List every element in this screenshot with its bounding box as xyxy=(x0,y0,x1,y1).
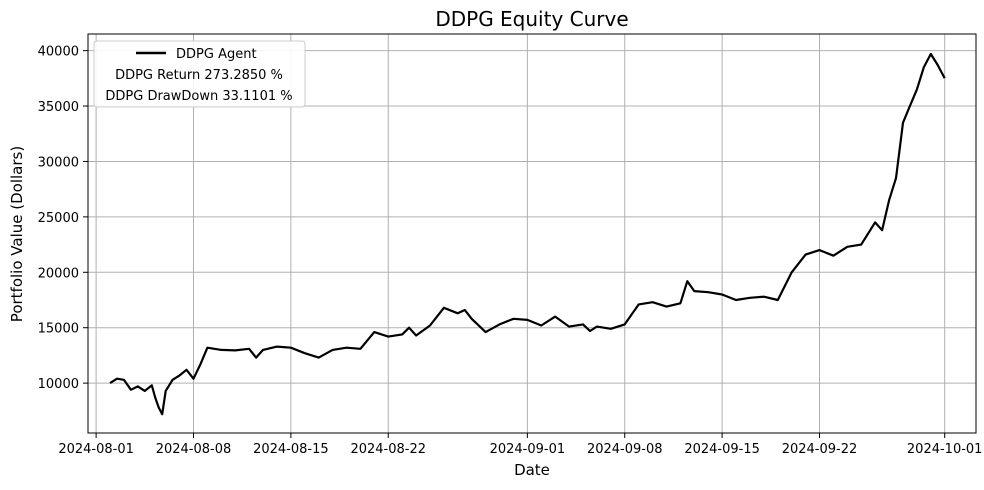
legend: DDPG Agent DDPG Return 273.2850 % DDPG D… xyxy=(93,40,306,108)
plot-frame xyxy=(87,33,977,434)
x-axis-title: Date xyxy=(514,461,550,479)
y-tick-label: 15000 xyxy=(38,322,79,337)
x-tick-label: 2024-08-22 xyxy=(350,442,426,457)
y-tick-label: 35000 xyxy=(38,100,79,115)
x-tick-label: 2024-09-08 xyxy=(587,442,663,457)
y-tick-label: 30000 xyxy=(38,155,79,170)
x-tick-label: 2024-09-22 xyxy=(782,442,858,457)
legend-note-drawdown: DDPG DrawDown 33.1101 % xyxy=(105,89,292,104)
legend-box xyxy=(93,40,306,108)
legend-label-ddpg-agent: DDPG Agent xyxy=(176,47,257,62)
y-tick-label: 20000 xyxy=(38,266,79,281)
y-axis-title: Portfolio Value (Dollars) xyxy=(8,146,26,322)
legend-note-return: DDPG Return 273.2850 % xyxy=(115,68,283,83)
y-tick-label: 25000 xyxy=(38,211,79,226)
x-tick-label: 2024-10-01 xyxy=(907,442,983,457)
series-line-ddpg-agent xyxy=(109,52,946,416)
chart-title: DDPG Equity Curve xyxy=(435,7,628,31)
x-tick-label: 2024-08-01 xyxy=(58,442,134,457)
series-layer xyxy=(109,52,946,416)
y-axis: 10000 15000 20000 25000 30000 35000 40000 xyxy=(38,45,88,392)
x-axis: 2024-08-01 2024-08-08 2024-08-15 2024-08-22… xyxy=(58,433,982,457)
y-tick-label: 40000 xyxy=(38,45,79,60)
x-tick-label: 2024-08-08 xyxy=(156,442,232,457)
x-tick-label: 2024-09-01 xyxy=(490,442,566,457)
x-tick-label: 2024-09-15 xyxy=(684,442,760,457)
x-tick-label: 2024-08-15 xyxy=(253,442,329,457)
y-tick-label: 10000 xyxy=(38,377,79,392)
